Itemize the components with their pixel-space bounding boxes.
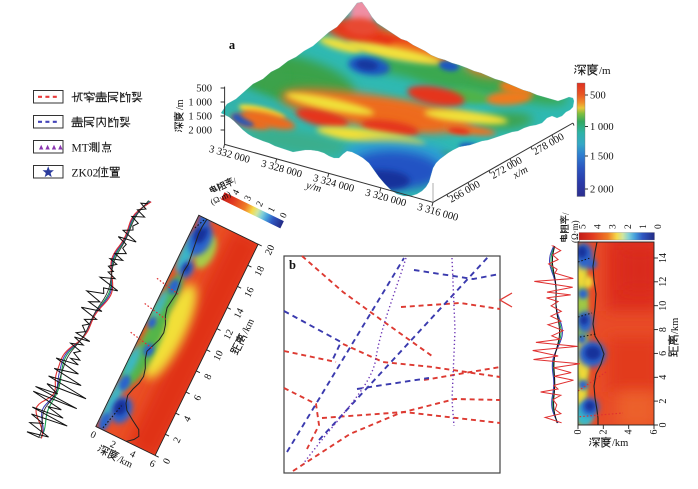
svg-text:MT: MT [72,143,89,155]
svg-text:/m: /m [175,99,186,110]
svg-text:0: 0 [573,430,584,435]
svg-text:b: b [289,258,296,272]
svg-text:2: 2 [255,200,266,209]
svg-text:6: 6 [148,458,157,470]
svg-text:4: 4 [182,414,194,423]
svg-text:8: 8 [658,327,669,332]
svg-text:500: 500 [590,91,606,102]
svg-text:6: 6 [658,351,669,356]
svg-text:4: 4 [231,188,242,197]
svg-text:500: 500 [196,84,212,95]
svg-text:1 500: 1 500 [188,112,212,123]
svg-text:a: a [229,38,236,52]
svg-text:6: 6 [649,430,660,435]
svg-text:4: 4 [594,224,604,229]
svg-text:y/m: y/m [304,180,323,195]
svg-text:3: 3 [609,224,619,229]
svg-text:8: 8 [202,372,214,381]
svg-text:10: 10 [212,349,226,363]
svg-text:/km: /km [670,318,681,334]
svg-text:2: 2 [108,439,117,451]
svg-text:1 500: 1 500 [590,152,614,163]
svg-text:5: 5 [579,224,589,229]
svg-text:2: 2 [658,399,669,404]
svg-text:0: 0 [279,211,290,220]
svg-text:6: 6 [192,393,204,402]
svg-text:1: 1 [267,205,278,214]
svg-text:/km: /km [612,438,628,449]
svg-text:(Ω·m): (Ω·m) [570,220,580,243]
svg-text:0: 0 [658,423,669,428]
svg-text:/: / [232,175,239,185]
svg-text:1 000: 1 000 [188,98,212,109]
svg-text:0: 0 [161,457,173,466]
svg-text:2: 2 [172,436,184,445]
svg-text:16: 16 [243,285,257,299]
svg-text:12: 12 [222,328,236,342]
svg-text:10: 10 [658,301,669,311]
svg-text:4: 4 [128,449,137,461]
svg-text:2 000: 2 000 [188,126,212,137]
svg-text:4: 4 [658,375,669,380]
svg-text:3: 3 [243,194,254,203]
svg-text:14: 14 [658,253,669,263]
svg-text:14: 14 [232,307,246,321]
svg-text:1: 1 [639,224,649,229]
svg-text:/m: /m [599,65,611,77]
svg-text:4: 4 [624,430,635,435]
svg-text:ZK02: ZK02 [72,168,99,180]
svg-text:0: 0 [88,429,97,441]
svg-text:12: 12 [658,277,669,287]
svg-text:/: / [561,212,571,215]
svg-text:2: 2 [624,224,634,229]
svg-text:20: 20 [263,243,277,257]
svg-text:1 000: 1 000 [590,122,614,133]
svg-text:2 000: 2 000 [590,185,614,196]
svg-text:2: 2 [598,430,609,435]
svg-text:0: 0 [654,224,664,229]
svg-text:18: 18 [253,264,267,278]
